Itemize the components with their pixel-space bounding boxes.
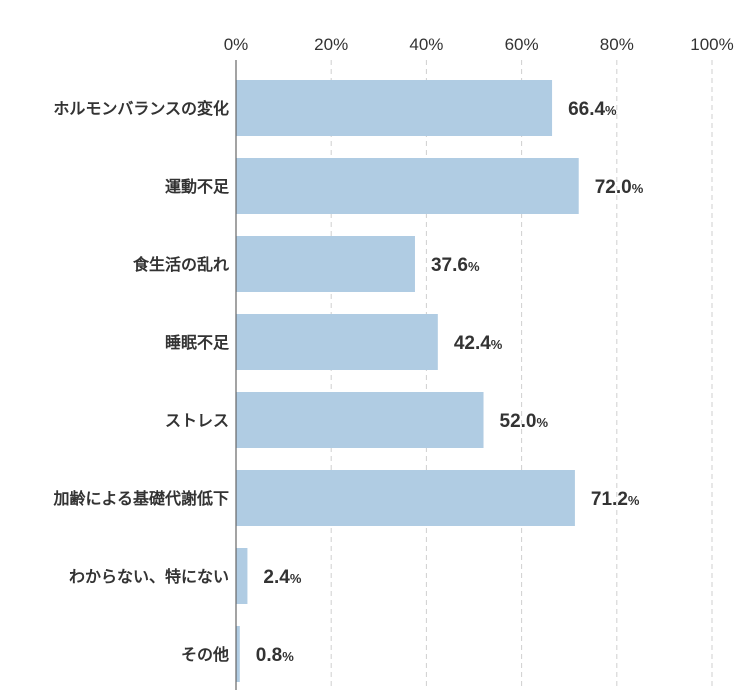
category-label: 加齢による基礎代謝低下 (52, 489, 229, 508)
x-tick-label: 80% (600, 35, 634, 54)
x-tick-label: 0% (224, 35, 249, 54)
category-label: ストレス (165, 411, 229, 430)
category-label: ホルモンバランスの変化 (53, 99, 229, 118)
category-label: 運動不足 (165, 177, 230, 196)
category-labels: ホルモンバランスの変化運動不足食生活の乱れ睡眠不足ストレス加齢による基礎代謝低下… (52, 99, 230, 664)
bar (236, 548, 248, 604)
bar (236, 80, 553, 136)
x-tick-label: 40% (409, 35, 443, 54)
category-label: 食生活の乱れ (132, 255, 229, 274)
value-label: 52.0% (500, 411, 549, 432)
x-tick-label: 60% (505, 35, 539, 54)
x-tick-label: 20% (314, 35, 348, 54)
value-label: 0.8% (256, 645, 294, 666)
x-axis-ticks: 0% 20% 40% 60% 80% 100% (224, 35, 734, 54)
value-labels: 66.4% 72.0% 37.6% 42.4% 52.0% 71.2% 2.4% 0.8% (256, 99, 644, 666)
bars (236, 80, 579, 682)
value-label: 37.6% (431, 255, 480, 276)
bar (236, 470, 575, 526)
x-tick-label: 100% (690, 35, 733, 54)
bar (236, 626, 240, 682)
value-label: 72.0% (595, 177, 644, 198)
bar (236, 236, 415, 292)
category-label: 睡眠不足 (165, 333, 230, 352)
value-label: 66.4% (568, 99, 617, 120)
value-label: 2.4% (263, 567, 301, 588)
value-label: 71.2% (591, 489, 640, 510)
value-label: 42.4% (454, 333, 503, 354)
bar (236, 158, 579, 214)
bar (236, 314, 438, 370)
category-label: わからない、特にない (69, 567, 229, 586)
category-label: その他 (181, 645, 229, 664)
bar (236, 392, 484, 448)
grid-lines (330, 60, 713, 690)
